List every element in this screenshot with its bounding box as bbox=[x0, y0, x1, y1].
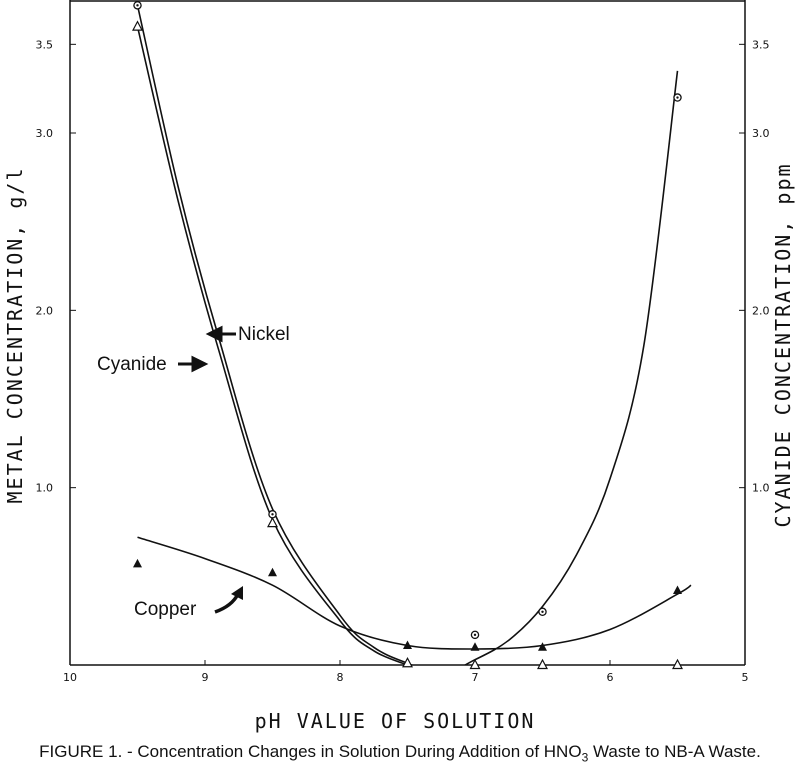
chart: 10 9 8 7 6 5 1.0 2.0 3.0 3.5 1.0 2.0 3.0 3.5 pH VAL… bbox=[3, 0, 795, 733]
y-tick-label: 3.0 bbox=[36, 127, 54, 140]
nickel-point-dot bbox=[473, 633, 477, 637]
nickel-label: Nickel bbox=[238, 324, 290, 345]
cyanide-point bbox=[267, 516, 278, 528]
x-tick-label: 8 bbox=[337, 671, 344, 684]
nickel-arrow-icon bbox=[205, 325, 236, 343]
copper-curve bbox=[137, 536, 692, 650]
y2-tick-label: 3.0 bbox=[752, 127, 770, 140]
y-axis-title: METAL CONCENTRATION, g/l bbox=[3, 167, 27, 504]
copper-point bbox=[268, 567, 277, 577]
y-ticks: 1.0 2.0 3.0 3.5 bbox=[36, 38, 76, 495]
x-tick-label: 5 bbox=[742, 671, 749, 684]
caption-subscript: 3 bbox=[581, 750, 589, 765]
nickel-curve bbox=[136, 5, 679, 665]
copper-arrow-icon bbox=[214, 593, 240, 614]
nickel-point-dot bbox=[676, 96, 679, 99]
x-tick-label: 6 bbox=[607, 671, 614, 684]
copper-arrowhead-icon bbox=[231, 586, 243, 600]
cyanide-arrow-icon bbox=[178, 355, 209, 373]
curves-group bbox=[136, 5, 692, 665]
cyanide-point bbox=[402, 656, 413, 668]
x-axis-title: pH VALUE OF SOLUTION bbox=[255, 709, 536, 733]
copper-label: Copper bbox=[134, 599, 197, 620]
x-ticks: 10 9 8 7 6 5 bbox=[63, 660, 749, 684]
cyanide-point bbox=[469, 658, 481, 670]
y2-tick-label: 3.5 bbox=[752, 38, 770, 51]
nickel-point-dot bbox=[271, 513, 274, 516]
nickel-point-dot bbox=[136, 4, 139, 7]
x-tick-label: 7 bbox=[472, 671, 479, 684]
cyanide-annotation: Cyanide bbox=[97, 354, 209, 375]
y2-tick-label: 1.0 bbox=[752, 482, 770, 495]
axes-group bbox=[69, 0, 746, 666]
x-tick-label: 9 bbox=[202, 671, 209, 684]
caption-suffix: Waste to NB-A Waste. bbox=[588, 742, 761, 761]
copper-annotation: Copper bbox=[134, 586, 243, 620]
copper-point bbox=[673, 585, 682, 595]
cyanide-point bbox=[132, 20, 143, 31]
markers-group bbox=[132, 1, 683, 670]
y2-ticks: 1.0 2.0 3.0 3.5 bbox=[739, 38, 770, 495]
cyanide-point bbox=[537, 658, 548, 670]
y2-axis-title: CYANIDE CONCENTRATION, ppm bbox=[771, 162, 795, 527]
y2-tick-label: 2.0 bbox=[752, 304, 770, 317]
copper-point bbox=[133, 558, 142, 568]
copper-point bbox=[403, 640, 412, 649]
cyanide-curve bbox=[136, 26, 408, 665]
x-tick-label: 10 bbox=[63, 671, 77, 684]
nickel-point-dot bbox=[541, 610, 544, 613]
copper-point bbox=[470, 642, 480, 651]
cyanide-label: Cyanide bbox=[97, 354, 167, 375]
cyanide-point bbox=[672, 658, 683, 670]
y-tick-label: 3.5 bbox=[36, 38, 54, 51]
caption-prefix: FIGURE 1. - Concentration Changes in Sol… bbox=[39, 742, 582, 761]
copper-point bbox=[538, 642, 547, 651]
nickel-annotation: Nickel bbox=[205, 324, 290, 345]
figure-caption: FIGURE 1. - Concentration Changes in Sol… bbox=[0, 742, 800, 764]
y-tick-label: 1.0 bbox=[36, 482, 54, 495]
y-tick-label: 2.0 bbox=[36, 304, 54, 317]
